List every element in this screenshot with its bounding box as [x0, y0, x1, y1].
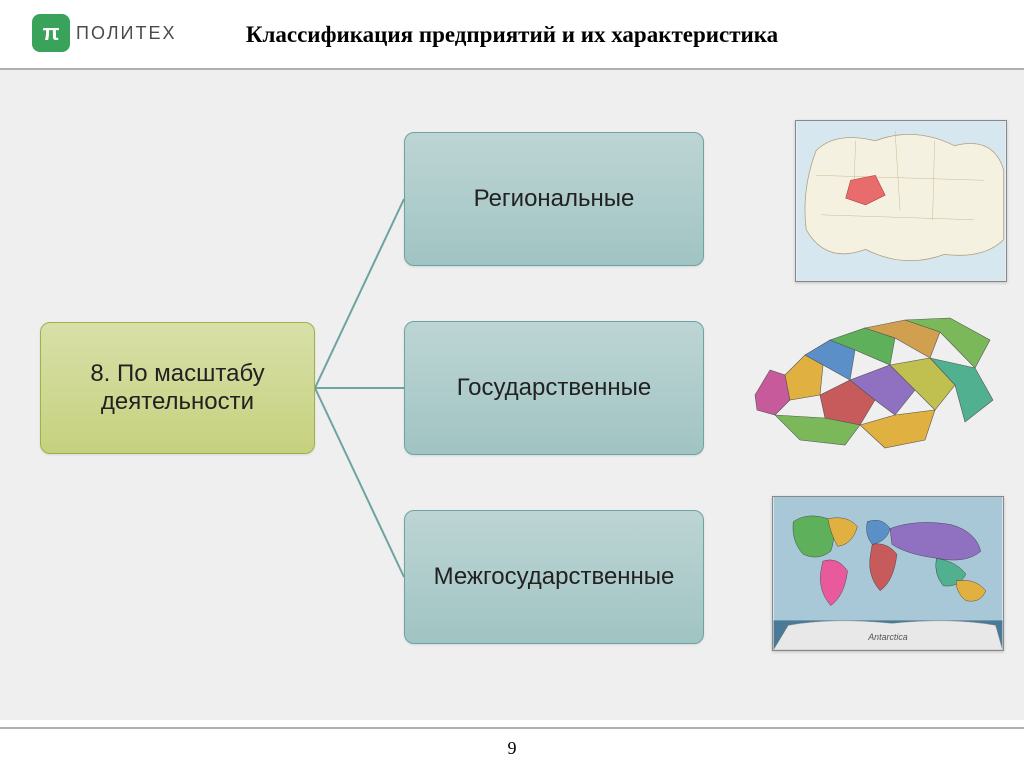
- map-regional: [795, 120, 1007, 282]
- page-number: 9: [508, 738, 517, 759]
- connector-line-1: [315, 199, 404, 388]
- child-label-2: Государственные: [457, 374, 652, 402]
- footer: 9: [0, 727, 1024, 767]
- map-world: Antarctica: [772, 496, 1004, 651]
- antarctica-label: Antarctica: [867, 632, 908, 642]
- root-node: 8. По масштабу деятельности: [40, 322, 315, 454]
- header: π ПОЛИТЕХ Классификация предприятий и их…: [0, 0, 1024, 70]
- child-node-regional: Региональные: [404, 132, 704, 266]
- child-label-3: Межгосударственные: [434, 563, 675, 591]
- slide: π ПОЛИТЕХ Классификация предприятий и их…: [0, 0, 1024, 767]
- connector-line-3: [315, 388, 404, 577]
- map-national: [745, 310, 1003, 460]
- content-area: 8. По масштабу деятельности Региональные…: [0, 70, 1024, 720]
- child-node-national: Государственные: [404, 321, 704, 455]
- slide-title: Классификация предприятий и их характери…: [0, 22, 1024, 48]
- root-label: 8. По масштабу деятельности: [51, 360, 304, 416]
- child-node-international: Межгосударственные: [404, 510, 704, 644]
- child-label-1: Региональные: [474, 185, 635, 213]
